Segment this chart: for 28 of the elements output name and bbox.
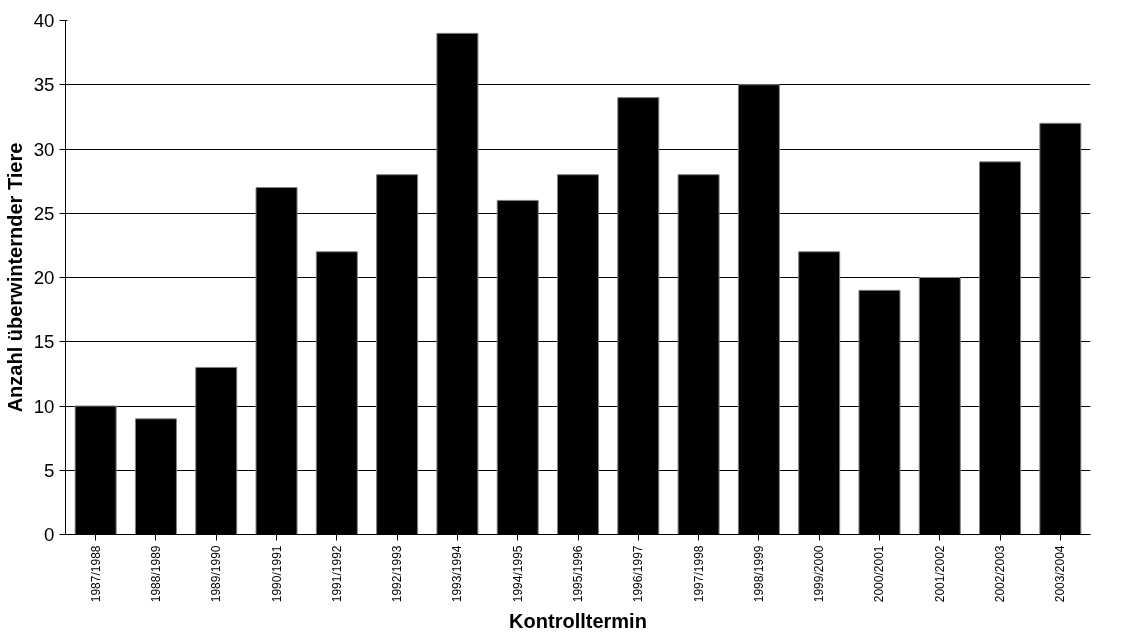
y-tick-label: 20 <box>33 267 55 288</box>
x-tick-label: 1998/1999 <box>751 545 766 603</box>
x-tick-label: 1997/1998 <box>691 545 706 603</box>
y-tick-label: 35 <box>33 74 55 96</box>
x-tick-label: 1988/1989 <box>148 545 163 603</box>
x-tick-label: 1989/1990 <box>209 545 224 603</box>
x-tick-label: 2003/2004 <box>1053 545 1068 603</box>
x-tick-label: 2002/2003 <box>993 545 1008 603</box>
x-tick-label: 1996/1997 <box>631 545 646 603</box>
x-tick-label: 1993/1994 <box>450 545 465 603</box>
x-tick-label: 1992/1993 <box>390 545 405 603</box>
x-tick-label: 1994/1995 <box>510 545 525 603</box>
y-tick-label: 10 <box>33 395 55 417</box>
x-tick-label: 2001/2002 <box>932 545 947 603</box>
y-tick-label: 40 <box>33 10 55 31</box>
y-tick-label: 30 <box>33 138 55 160</box>
x-tick-label: 1995/1996 <box>571 545 585 603</box>
y-tick-label: 25 <box>33 202 55 224</box>
y-axis-title: Anzahl überwinternder Tiere <box>3 142 26 413</box>
x-tick-label: 1999/2000 <box>812 545 827 603</box>
x-tick-label: 1991/1992 <box>329 545 344 603</box>
y-tick-label: 15 <box>33 331 55 353</box>
x-tick-label: 1987/1988 <box>88 545 103 603</box>
y-tick-label: 0 <box>44 524 55 545</box>
x-axis-title: Kontrolltermin <box>509 610 647 633</box>
y-tick-label: 5 <box>44 459 55 481</box>
x-tick-label: 2000/2001 <box>872 545 887 603</box>
x-tick-label: 1990/1991 <box>269 545 284 603</box>
